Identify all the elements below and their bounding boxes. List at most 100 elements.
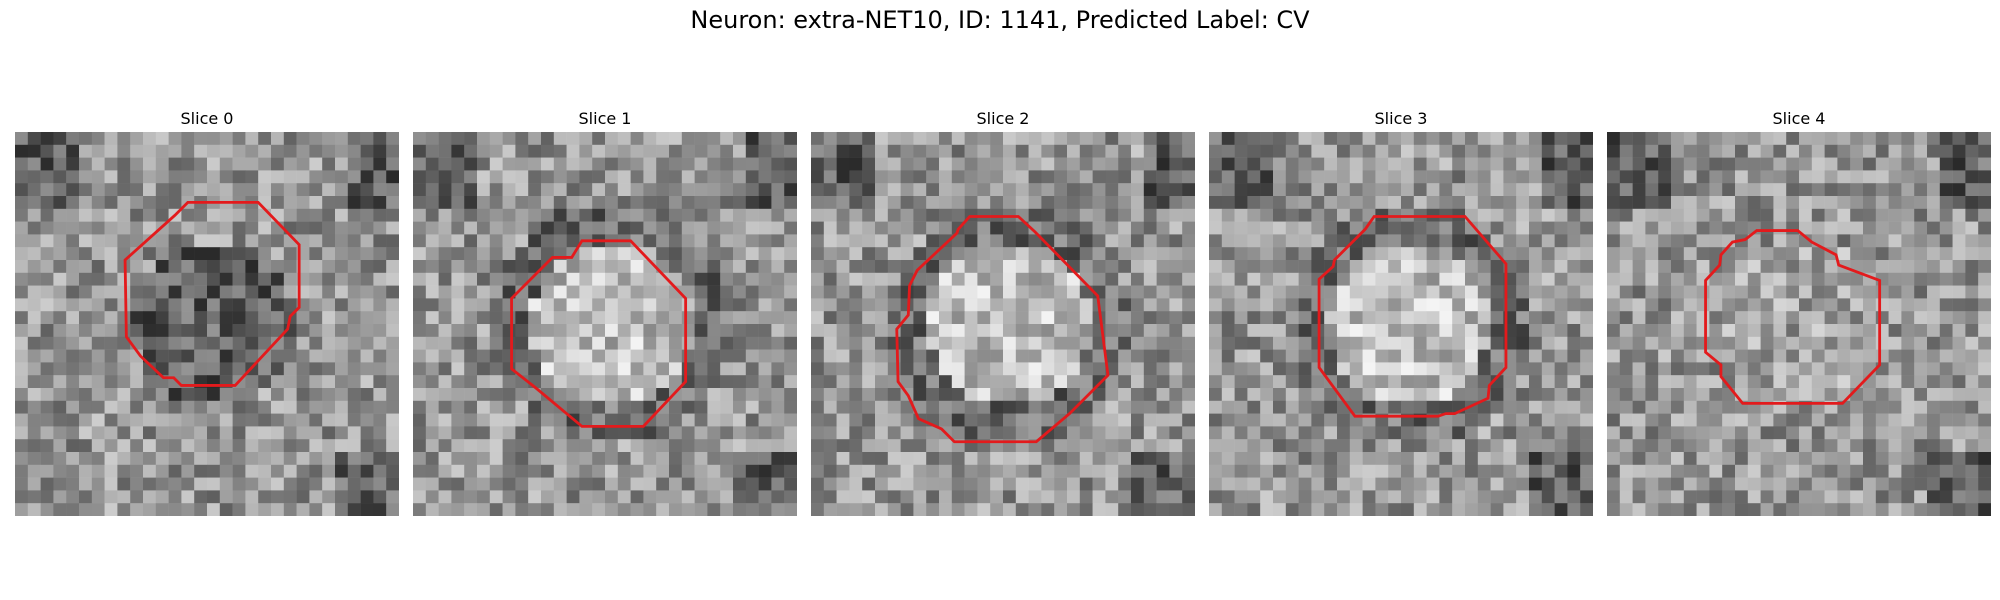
pixel bbox=[1247, 477, 1261, 491]
pixel bbox=[1632, 426, 1646, 440]
pixel bbox=[1875, 234, 1889, 248]
pixel bbox=[1452, 490, 1466, 504]
pixel bbox=[720, 375, 734, 389]
pixel bbox=[1683, 170, 1697, 184]
pixel bbox=[1388, 311, 1402, 325]
pixel bbox=[1554, 183, 1568, 197]
pixel bbox=[207, 362, 221, 376]
pixel bbox=[143, 400, 157, 414]
pixel bbox=[1003, 132, 1017, 146]
pixel bbox=[553, 324, 567, 338]
pixel bbox=[1658, 196, 1672, 210]
pixel bbox=[1247, 439, 1261, 453]
pixel bbox=[1143, 298, 1157, 312]
pixel bbox=[784, 413, 797, 427]
pixel bbox=[745, 196, 759, 210]
pixel bbox=[451, 285, 465, 299]
pixel bbox=[1683, 477, 1697, 491]
pixel bbox=[1054, 208, 1068, 222]
pixel bbox=[1516, 196, 1530, 210]
pixel bbox=[1773, 490, 1787, 504]
pixel bbox=[1529, 349, 1543, 363]
pixel bbox=[811, 221, 825, 235]
pixel bbox=[489, 413, 503, 427]
pixel bbox=[27, 208, 41, 222]
pixel bbox=[66, 196, 80, 210]
pixel bbox=[451, 260, 465, 274]
pixel bbox=[1837, 464, 1851, 478]
pixel bbox=[771, 503, 785, 516]
pixel bbox=[617, 183, 631, 197]
pixel bbox=[1477, 183, 1491, 197]
pixel bbox=[862, 132, 876, 146]
pixel bbox=[1567, 170, 1581, 184]
pixel bbox=[245, 426, 259, 440]
pixel bbox=[143, 362, 157, 376]
pixel bbox=[541, 324, 555, 338]
pixel bbox=[733, 413, 747, 427]
pixel bbox=[1965, 157, 1979, 171]
pixel bbox=[168, 464, 182, 478]
pixel bbox=[386, 260, 399, 274]
pixel bbox=[681, 272, 695, 286]
pixel bbox=[1477, 490, 1491, 504]
pixel bbox=[1927, 362, 1941, 376]
pixel bbox=[155, 439, 169, 453]
pixel bbox=[245, 298, 259, 312]
pixel bbox=[720, 234, 734, 248]
pixel bbox=[1079, 157, 1093, 171]
pixel bbox=[990, 183, 1004, 197]
pixel bbox=[1247, 311, 1261, 325]
pixel bbox=[283, 400, 297, 414]
pixel bbox=[40, 298, 54, 312]
pixel bbox=[1169, 388, 1183, 402]
pixel bbox=[1541, 490, 1555, 504]
pixel bbox=[745, 349, 759, 363]
pixel bbox=[438, 298, 452, 312]
pixel bbox=[219, 336, 233, 350]
pixel bbox=[1067, 157, 1081, 171]
pixel bbox=[1722, 311, 1736, 325]
pixel bbox=[245, 221, 259, 235]
pixel bbox=[1324, 144, 1338, 158]
pixel bbox=[605, 349, 619, 363]
pixel bbox=[309, 336, 323, 350]
pixel bbox=[811, 170, 825, 184]
pixel bbox=[528, 157, 542, 171]
pixel bbox=[1209, 477, 1223, 491]
pixel bbox=[1477, 132, 1491, 146]
pixel bbox=[1503, 208, 1517, 222]
pixel bbox=[271, 247, 285, 261]
pixel bbox=[605, 221, 619, 235]
pixel bbox=[143, 183, 157, 197]
pixel bbox=[1735, 285, 1749, 299]
pixel bbox=[168, 477, 182, 491]
pixel bbox=[1811, 439, 1825, 453]
pixel bbox=[1696, 388, 1710, 402]
pixel bbox=[1735, 362, 1749, 376]
pixel bbox=[694, 272, 708, 286]
pixel bbox=[1285, 157, 1299, 171]
pixel bbox=[707, 439, 721, 453]
pixel bbox=[1285, 311, 1299, 325]
pixel bbox=[939, 362, 953, 376]
pixel bbox=[579, 221, 593, 235]
pixel bbox=[1067, 285, 1081, 299]
pixel bbox=[862, 234, 876, 248]
pixel bbox=[1735, 196, 1749, 210]
pixel bbox=[1079, 208, 1093, 222]
pixel bbox=[1298, 208, 1312, 222]
pixel bbox=[849, 388, 863, 402]
pixel bbox=[15, 439, 29, 453]
pixel bbox=[643, 388, 657, 402]
pixel bbox=[823, 132, 837, 146]
pixel bbox=[1709, 426, 1723, 440]
pixel bbox=[875, 349, 889, 363]
pixel bbox=[669, 208, 683, 222]
pixel bbox=[1965, 336, 1979, 350]
pixel bbox=[836, 157, 850, 171]
pixel bbox=[1735, 426, 1749, 440]
pixel bbox=[1105, 400, 1119, 414]
pixel bbox=[771, 362, 785, 376]
pixel bbox=[592, 388, 606, 402]
